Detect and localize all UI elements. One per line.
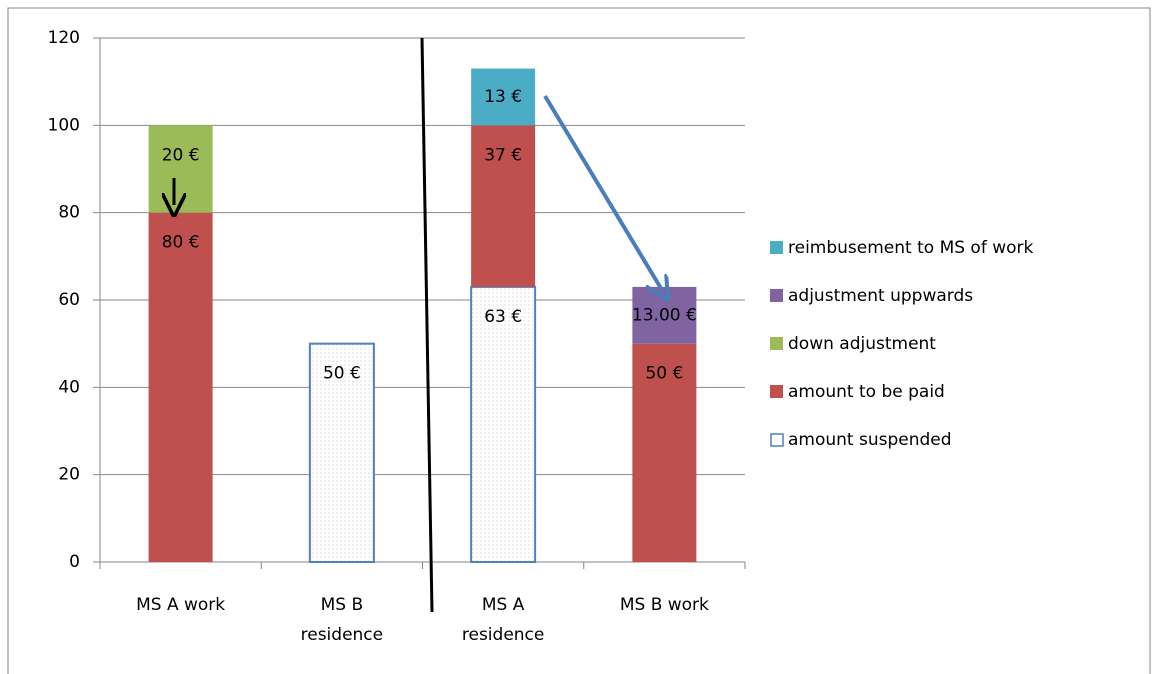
legend-label: amount to be paid xyxy=(788,382,945,402)
data-label: 13.00 € xyxy=(632,305,697,325)
y-tick-label: 60 xyxy=(58,290,80,310)
x-tick-label: MS A xyxy=(482,595,525,615)
y-tick-label: 0 xyxy=(69,552,80,572)
x-tick-label: MS A work xyxy=(136,595,225,615)
data-label: 13 € xyxy=(484,87,522,107)
bar-segment xyxy=(308,342,375,563)
x-tick-label: MS B xyxy=(321,595,364,615)
arrow xyxy=(543,94,662,290)
legend-swatch xyxy=(770,337,783,350)
frame xyxy=(7,7,1151,674)
x-tick-label: MS B work xyxy=(620,595,709,615)
divider xyxy=(420,37,434,613)
data-label: 50 € xyxy=(645,364,683,384)
x-tick-label: residence xyxy=(301,625,384,645)
y-tick-label: 20 xyxy=(58,465,80,485)
data-label: 80 € xyxy=(162,233,200,253)
legend-label: down adjustment xyxy=(788,334,936,354)
y-tick-label: 80 xyxy=(58,203,80,223)
legend-label: amount suspended xyxy=(788,430,952,450)
y-tick-label: 120 xyxy=(48,28,80,48)
bar-segment xyxy=(471,68,536,126)
y-tick-label: 100 xyxy=(48,115,80,135)
legend-swatch xyxy=(770,241,783,254)
bar-segment xyxy=(471,125,536,287)
data-label: 20 € xyxy=(162,145,200,165)
bar-segment xyxy=(148,212,213,562)
legend-swatch xyxy=(770,289,783,302)
legend-label: adjustment uppwards xyxy=(788,286,973,306)
y-tick-label: 40 xyxy=(58,377,80,397)
bar-segment xyxy=(148,125,213,213)
data-label: 37 € xyxy=(484,145,522,165)
x-tick-label: residence xyxy=(462,625,545,645)
legend-swatch xyxy=(770,385,783,398)
legend-label: reimbusement to MS of work xyxy=(788,238,1034,258)
plot: 0 20 40 60 80 100 120 MS A work MS B residence MS … xyxy=(48,28,1034,645)
data-label: 50 € xyxy=(323,364,361,384)
legend-swatch xyxy=(770,433,784,447)
bar-segment xyxy=(470,285,537,563)
data-label: 63 € xyxy=(484,307,522,327)
bar-segment xyxy=(632,343,697,562)
